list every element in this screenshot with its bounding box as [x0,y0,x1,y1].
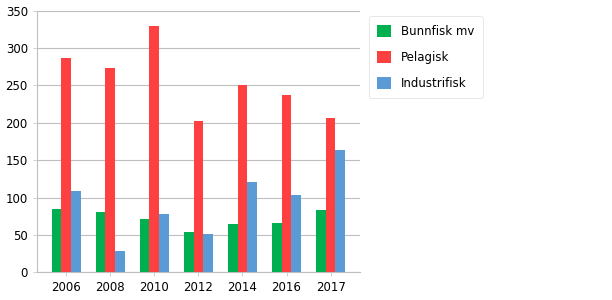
Bar [61,58,71,272]
Bar [184,232,193,272]
Bar [272,223,282,272]
Bar [149,26,159,272]
Bar [105,68,115,272]
Bar [51,209,61,272]
Bar [237,85,247,272]
Bar [228,224,237,272]
Bar [326,118,335,272]
Bar [159,214,169,272]
Legend: Bunnfisk mv, Pelagisk, Industrifisk: Bunnfisk mv, Pelagisk, Industrifisk [369,16,482,98]
Bar [335,150,345,272]
Bar [291,195,301,272]
Bar [140,218,149,272]
Bar [95,212,105,272]
Bar [247,182,257,272]
Bar [203,234,213,272]
Bar [282,95,291,272]
Bar [193,121,203,272]
Bar [316,210,326,272]
Bar [115,251,125,272]
Bar [71,191,81,272]
